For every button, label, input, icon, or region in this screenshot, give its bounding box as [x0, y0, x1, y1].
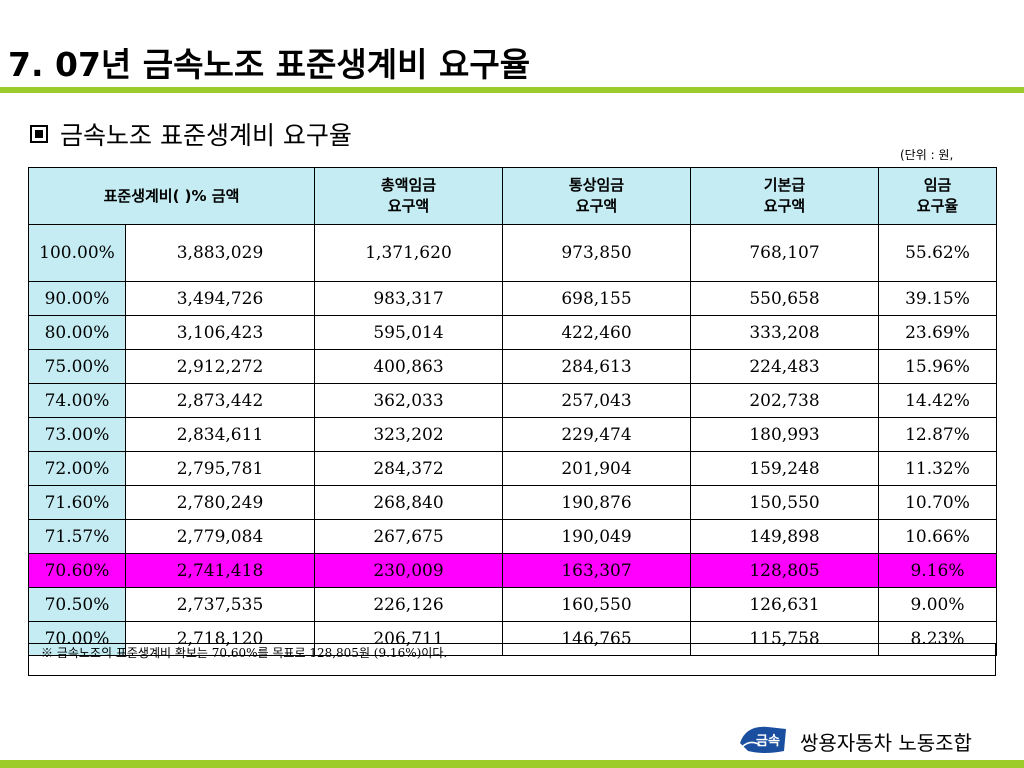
cell-total-wage: 362,033 — [314, 383, 503, 418]
cell-base-pay: 224,483 — [690, 349, 879, 384]
header-ordinary-wage: 통상임금 요구액 — [502, 167, 691, 225]
square-bullet-icon — [30, 125, 48, 143]
cell-base-pay: 149,898 — [690, 519, 879, 554]
cell-percent: 100.00% — [28, 224, 126, 282]
table-row: 80.00% 3,106,423 595,014 422,460 333,208 23.6… — [28, 315, 997, 350]
cell-ordinary-wage: 160,550 — [502, 587, 691, 622]
header-total-wage: 총액임금 요구액 — [314, 167, 503, 225]
cell-ordinary-wage: 973,850 — [502, 224, 691, 282]
cell-total-wage: 268,840 — [314, 485, 503, 520]
table-row: 100.00% 3,883,029 1,371,620 973,850 768,107 5… — [28, 224, 997, 282]
cell-amount: 2,737,535 — [125, 587, 315, 622]
cell-base-pay: 159,248 — [690, 451, 879, 486]
organization-name: 쌍용자동차 노동조합 — [800, 731, 972, 755]
footer-divider — [0, 760, 1024, 768]
footnote: ※ 금속노조의 표준생계비 확보는 70.60%를 목표로 128,805원 (… — [28, 643, 996, 676]
cell-wage-rate: 12.87% — [878, 417, 997, 452]
cell-amount: 2,795,781 — [125, 451, 315, 486]
cell-ordinary-wage: 201,904 — [502, 451, 691, 486]
cell-base-pay: 180,993 — [690, 417, 879, 452]
cell-base-pay: 202,738 — [690, 383, 879, 418]
cell-ordinary-wage: 284,613 — [502, 349, 691, 384]
cell-ordinary-wage: 163,307 — [502, 553, 691, 588]
subtitle: 금속노조 표준생계비 요구율 — [30, 116, 352, 152]
cell-ordinary-wage: 190,876 — [502, 485, 691, 520]
cell-wage-rate: 10.66% — [878, 519, 997, 554]
cell-wage-rate: 10.70% — [878, 485, 997, 520]
cell-wage-rate: 11.32% — [878, 451, 997, 486]
page-title: 7. 07년 금속노조 표준생계비 요구율 — [8, 45, 531, 84]
table-row: 70.00% 2,718,120 206,711 146,765 115,758 8.23… — [28, 621, 997, 656]
cell-ordinary-wage: 257,043 — [502, 383, 691, 418]
cell-wage-rate: 9.16% — [878, 553, 997, 588]
cell-wage-rate: 55.62% — [878, 224, 997, 282]
cell-amount: 2,779,084 — [125, 519, 315, 554]
cell-wage-rate: 9.00% — [878, 587, 997, 622]
cell-percent: 70.60% — [28, 553, 126, 588]
cell-percent: 73.00% — [28, 417, 126, 452]
table-row: 70.60% 2,741,418 230,009 163,307 128,805 9.16… — [28, 553, 997, 588]
title-divider — [0, 87, 1024, 93]
wage-demand-table: 표준생계비( )% 금액 총액임금 요구액 통상임금 요구액 기본급 요구액 임금 요구… — [28, 167, 997, 656]
cell-amount: 3,106,423 — [125, 315, 315, 350]
cell-ordinary-wage: 422,460 — [502, 315, 691, 350]
cell-amount: 2,873,442 — [125, 383, 315, 418]
cell-total-wage: 230,009 — [314, 553, 503, 588]
cell-total-wage: 1,371,620 — [314, 224, 503, 282]
table-row: 71.60% 2,780,249 268,840 190,876 150,550 10.7… — [28, 485, 997, 520]
table-row: 70.50% 2,737,535 226,126 160,550 126,631 9.00… — [28, 587, 997, 622]
header-wage-rate: 임금 요구율 — [878, 167, 997, 225]
cell-wage-rate: 8.23% — [878, 621, 997, 656]
cell-percent: 71.60% — [28, 485, 126, 520]
cell-amount: 2,741,418 — [125, 553, 315, 588]
cell-amount: 2,780,249 — [125, 485, 315, 520]
cell-ordinary-wage: 698,155 — [502, 281, 691, 316]
cell-percent: 72.00% — [28, 451, 126, 486]
cell-total-wage: 267,675 — [314, 519, 503, 554]
cell-wage-rate: 15.96% — [878, 349, 997, 384]
header-standard-living-cost: 표준생계비( )% 금액 — [28, 167, 315, 225]
cell-total-wage: 983,317 — [314, 281, 503, 316]
cell-ordinary-wage: 190,049 — [502, 519, 691, 554]
cell-wage-rate: 23.69% — [878, 315, 997, 350]
cell-wage-rate: 39.15% — [878, 281, 997, 316]
cell-total-wage: 226,126 — [314, 587, 503, 622]
cell-base-pay: 128,805 — [690, 553, 879, 588]
cell-total-wage: 595,014 — [314, 315, 503, 350]
cell-wage-rate: 14.42% — [878, 383, 997, 418]
cell-amount: 3,883,029 — [125, 224, 315, 282]
cell-percent: 70.00% — [28, 621, 126, 656]
cell-total-wage: 284,372 — [314, 451, 503, 486]
cell-percent: 80.00% — [28, 315, 126, 350]
cell-percent: 71.57% — [28, 519, 126, 554]
table-row: 73.00% 2,834,611 323,202 229,474 180,993 12.8… — [28, 417, 997, 452]
cell-base-pay: 115,758 — [690, 621, 879, 656]
logo-text: 금속 — [756, 734, 780, 749]
table-row: 90.00% 3,494,726 983,317 698,155 550,658 39.1… — [28, 281, 997, 316]
cell-base-pay: 333,208 — [690, 315, 879, 350]
cell-total-wage: 400,863 — [314, 349, 503, 384]
cell-base-pay: 126,631 — [690, 587, 879, 622]
table-row: 72.00% 2,795,781 284,372 201,904 159,248 11.3… — [28, 451, 997, 486]
cell-amount: 2,912,272 — [125, 349, 315, 384]
cell-base-pay: 550,658 — [690, 281, 879, 316]
cell-total-wage: 323,202 — [314, 417, 503, 452]
table-row: 75.00% 2,912,272 400,863 284,613 224,483 15.9… — [28, 349, 997, 384]
cell-amount: 3,494,726 — [125, 281, 315, 316]
table-header-row: 표준생계비( )% 금액 총액임금 요구액 통상임금 요구액 기본급 요구액 임금 요구… — [28, 167, 997, 225]
cell-base-pay: 150,550 — [690, 485, 879, 520]
cell-percent: 75.00% — [28, 349, 126, 384]
cell-percent: 90.00% — [28, 281, 126, 316]
union-logo-icon: 금속 — [740, 726, 786, 753]
subtitle-text: 금속노조 표준생계비 요구율 — [60, 121, 352, 150]
cell-base-pay: 768,107 — [690, 224, 879, 282]
cell-percent: 74.00% — [28, 383, 126, 418]
header-base-pay: 기본급 요구액 — [690, 167, 879, 225]
cell-percent: 70.50% — [28, 587, 126, 622]
cell-ordinary-wage: 229,474 — [502, 417, 691, 452]
table-row: 71.57% 2,779,084 267,675 190,049 149,898 10.6… — [28, 519, 997, 554]
cell-amount: 2,834,611 — [125, 417, 315, 452]
table-row: 74.00% 2,873,442 362,033 257,043 202,738 14.4… — [28, 383, 997, 418]
